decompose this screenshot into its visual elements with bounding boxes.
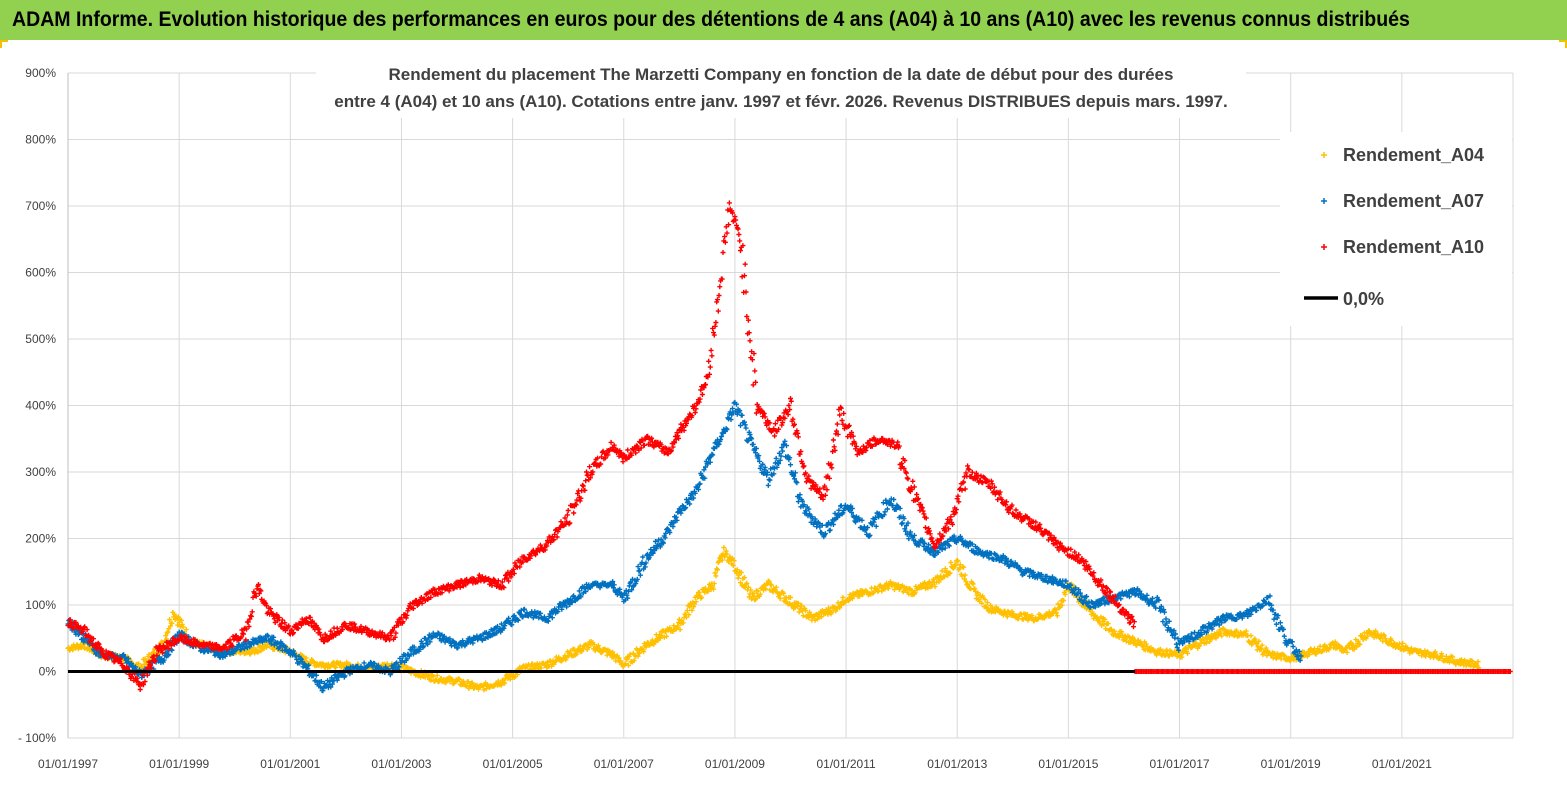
y-tick-label: 100%	[25, 598, 56, 612]
legend-background	[1280, 132, 1512, 326]
corner-mark-right	[1559, 40, 1567, 48]
x-tick-label: 01/01/2015	[1038, 757, 1098, 771]
legend-item: Rendement_A10	[1321, 237, 1484, 257]
x-tick-label: 01/01/2007	[594, 757, 654, 771]
chart-area: 900% 800% 700% 600% 500% 400% 300% 200% 100% 0% - …	[18, 60, 1514, 771]
x-tick-label: 01/01/2001	[260, 757, 320, 771]
y-tick-label: - 100%	[18, 731, 56, 745]
y-tick-label: 400%	[25, 399, 56, 413]
series-Rendement_A10-zero-tail	[1132, 669, 1513, 674]
y-tick-label: 0%	[39, 665, 57, 679]
legend-label: Rendement_A10	[1343, 237, 1484, 257]
x-tick-label: 01/01/2003	[371, 757, 431, 771]
y-tick-label: 300%	[25, 465, 56, 479]
chart-title-line: entre 4 (A04) et 10 ans (A10). Cotations…	[334, 92, 1228, 111]
x-tick-label: 01/01/2013	[927, 757, 987, 771]
y-tick-label: 200%	[25, 532, 56, 546]
legend-swatch-marker	[1321, 152, 1327, 158]
x-tick-label: 01/01/2009	[705, 757, 765, 771]
y-tick-label: 700%	[25, 199, 56, 213]
series-markers	[1132, 669, 1513, 674]
legend-label: Rendement_A07	[1343, 191, 1484, 211]
x-tick-label: 01/01/1999	[149, 757, 209, 771]
x-tick-label: 01/01/2011	[816, 757, 875, 771]
x-tick-label: 01/01/2019	[1261, 757, 1321, 771]
series-layer	[65, 200, 1513, 694]
corner-mark-left	[0, 40, 8, 48]
x-tick-label: 01/01/1997	[38, 757, 98, 771]
legend-item: 0,0%	[1304, 289, 1384, 309]
chart-title-line: Rendement du placement The Marzetti Comp…	[389, 65, 1174, 84]
chart-title: Rendement du placement The Marzetti Comp…	[316, 60, 1246, 118]
legend-label: 0,0%	[1343, 289, 1384, 309]
legend-item: Rendement_A04	[1321, 145, 1484, 165]
legend-item: Rendement_A07	[1321, 191, 1484, 211]
chart-title-background	[316, 60, 1246, 118]
series-markers	[65, 200, 1137, 692]
x-tick-label: 01/01/2021	[1372, 757, 1432, 771]
y-tick-label: 900%	[25, 66, 56, 80]
header-title: ADAM Informe. Evolution historique des p…	[12, 8, 1410, 31]
legend: Rendement_A04 Rendement_A07 Rendement_A10 0…	[1280, 132, 1512, 326]
y-tick-label: 500%	[25, 332, 56, 346]
y-tick-label: 800%	[25, 133, 56, 147]
legend-swatch-marker	[1321, 198, 1327, 204]
x-tick-label: 01/01/2017	[1150, 757, 1210, 771]
header-bar: ADAM Informe. Evolution historique des p…	[0, 0, 1567, 40]
y-tick-label: 600%	[25, 266, 56, 280]
x-tick-label: 01/01/2005	[483, 757, 543, 771]
axis-layer: 900% 800% 700% 600% 500% 400% 300% 200% 100% 0% - …	[18, 66, 1432, 771]
legend-label: Rendement_A04	[1343, 145, 1484, 165]
series-Rendement_A10	[65, 200, 1137, 692]
legend-swatch-marker	[1321, 244, 1327, 250]
